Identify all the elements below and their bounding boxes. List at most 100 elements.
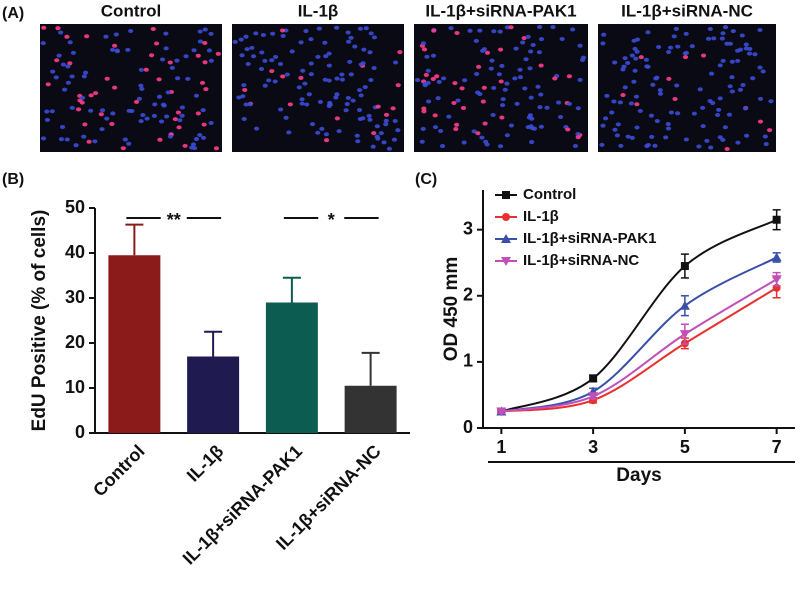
cell [625,134,631,139]
significance-label: ** [167,210,181,230]
cell [138,83,144,88]
cell [438,128,444,133]
cell [253,126,260,131]
cell [419,139,425,144]
cell [599,142,605,147]
cell [110,111,116,116]
cell [352,44,358,49]
cell [159,57,166,62]
cell [136,96,143,101]
cell [140,113,146,118]
cell [683,31,689,36]
cell [436,79,442,84]
cell [88,108,94,113]
marker [771,252,782,262]
cell [663,135,669,140]
cell [298,40,304,45]
cell [757,65,763,70]
cell [287,102,293,107]
cell [580,55,587,60]
cell [481,85,487,90]
cell [474,72,480,77]
cell [326,63,332,68]
cell [375,104,381,109]
cell [346,39,352,44]
cell [315,54,321,59]
cell [762,134,768,139]
cell [163,31,169,36]
cell [420,126,426,131]
cell [161,103,167,108]
image-title: IL-1β [298,1,339,20]
cell [308,61,314,66]
cell [114,49,121,54]
cell [283,115,289,120]
cell [167,134,174,139]
cell [575,106,581,111]
cell [724,41,730,46]
cell [62,87,68,92]
cell [746,51,753,56]
cell [609,110,615,115]
y-tick-label: 50 [65,197,85,217]
cell [508,123,515,128]
cell [326,51,332,56]
cell [575,131,581,136]
cell [490,112,496,117]
x-tick-label: 3 [588,437,598,457]
cell [508,25,514,30]
cell [49,109,55,114]
cell [696,144,702,149]
cell [381,140,387,145]
cell [73,143,79,148]
marker [679,330,690,340]
cell [491,85,497,90]
cell [600,41,606,46]
cell [333,95,339,100]
cell [750,76,756,81]
cell [650,82,656,87]
cell [53,75,59,80]
cell [538,63,544,68]
cell [395,128,401,133]
cell [538,92,544,97]
cell [557,115,564,120]
cell [348,72,354,77]
cell [757,27,763,32]
cell [92,139,98,144]
cell [322,40,328,45]
cell [462,78,468,83]
cell [179,113,185,118]
cell [202,27,208,32]
cell [203,87,209,92]
cell [656,44,662,49]
cell [625,60,631,65]
cell [600,123,606,128]
cell [397,50,403,55]
cell [737,87,744,92]
cell [113,32,119,37]
cell [448,26,454,31]
cell [112,85,118,90]
cell [358,93,364,98]
cell [152,102,158,107]
cell [239,53,245,58]
cell [536,50,543,55]
cell [504,133,510,138]
cell [497,47,504,52]
cell [193,137,200,142]
cell [82,70,89,75]
cell [191,48,197,53]
cell [743,42,749,47]
cell [383,118,389,123]
cell [727,84,733,89]
cell [69,74,75,79]
marker [502,191,510,199]
cell [262,58,268,63]
cell [383,112,390,117]
cell [430,76,436,81]
cell [440,76,447,81]
cell [299,101,305,106]
cell [708,71,715,76]
cell [99,108,106,113]
